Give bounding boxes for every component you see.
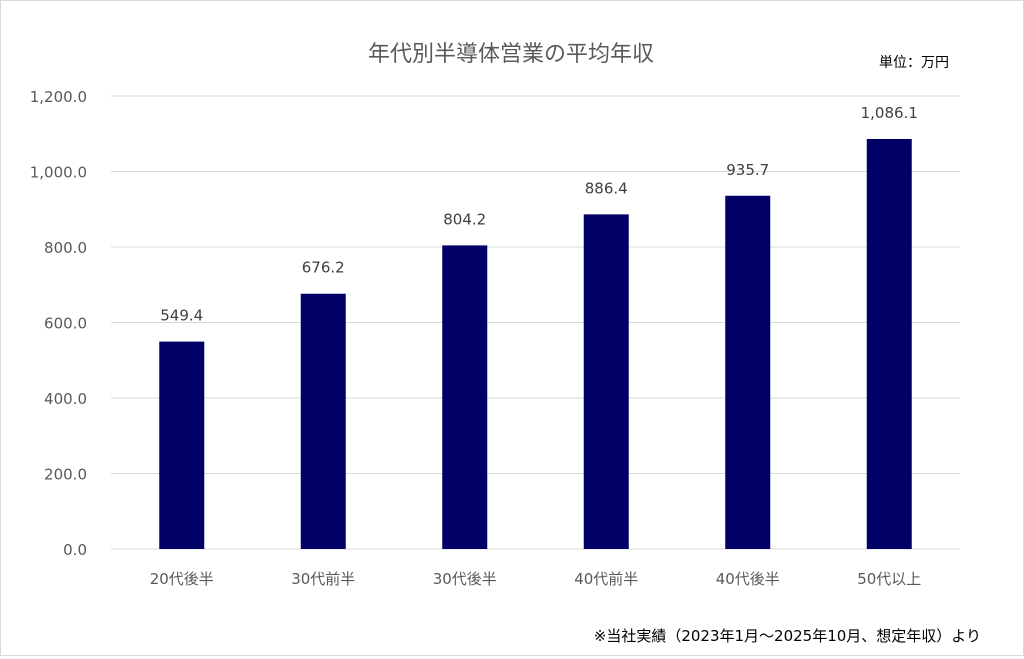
x-tick-label: 30代前半: [291, 570, 355, 588]
x-tick-label: 40代前半: [574, 570, 638, 588]
y-tick-label: 600.0: [44, 315, 87, 333]
unit-label: 単位：万円: [879, 55, 949, 71]
bar: [159, 341, 205, 549]
x-tick-label: 30代後半: [433, 570, 497, 588]
x-tick-label: 50代以上: [857, 570, 921, 588]
bar: [583, 214, 629, 549]
y-tick-label: 1,000.0: [30, 164, 87, 182]
bar: [300, 293, 346, 549]
y-tick-label: 0.0: [63, 541, 87, 559]
bar: [725, 195, 771, 549]
y-tick-label: 200.0: [44, 466, 87, 484]
bar: [442, 245, 488, 550]
x-tick-label: 20代後半: [150, 570, 214, 588]
data-label: 549.4: [160, 307, 203, 325]
data-label: 935.7: [726, 161, 769, 179]
data-label: 1,086.1: [861, 104, 918, 122]
chart-title: 年代別半導体営業の平均年収: [368, 42, 654, 67]
y-tick-label: 800.0: [44, 239, 87, 257]
data-label: 804.2: [443, 210, 486, 228]
y-tick-label: 1,200.0: [30, 88, 87, 106]
y-tick-label: 400.0: [44, 390, 87, 408]
data-label: 676.2: [302, 259, 345, 277]
x-tick-label: 40代後半: [716, 570, 780, 588]
footnote: ※当社実績（2023年1月～2025年10月、想定年収）より: [594, 627, 981, 645]
data-label: 886.4: [585, 179, 628, 197]
bar: [866, 138, 912, 549]
